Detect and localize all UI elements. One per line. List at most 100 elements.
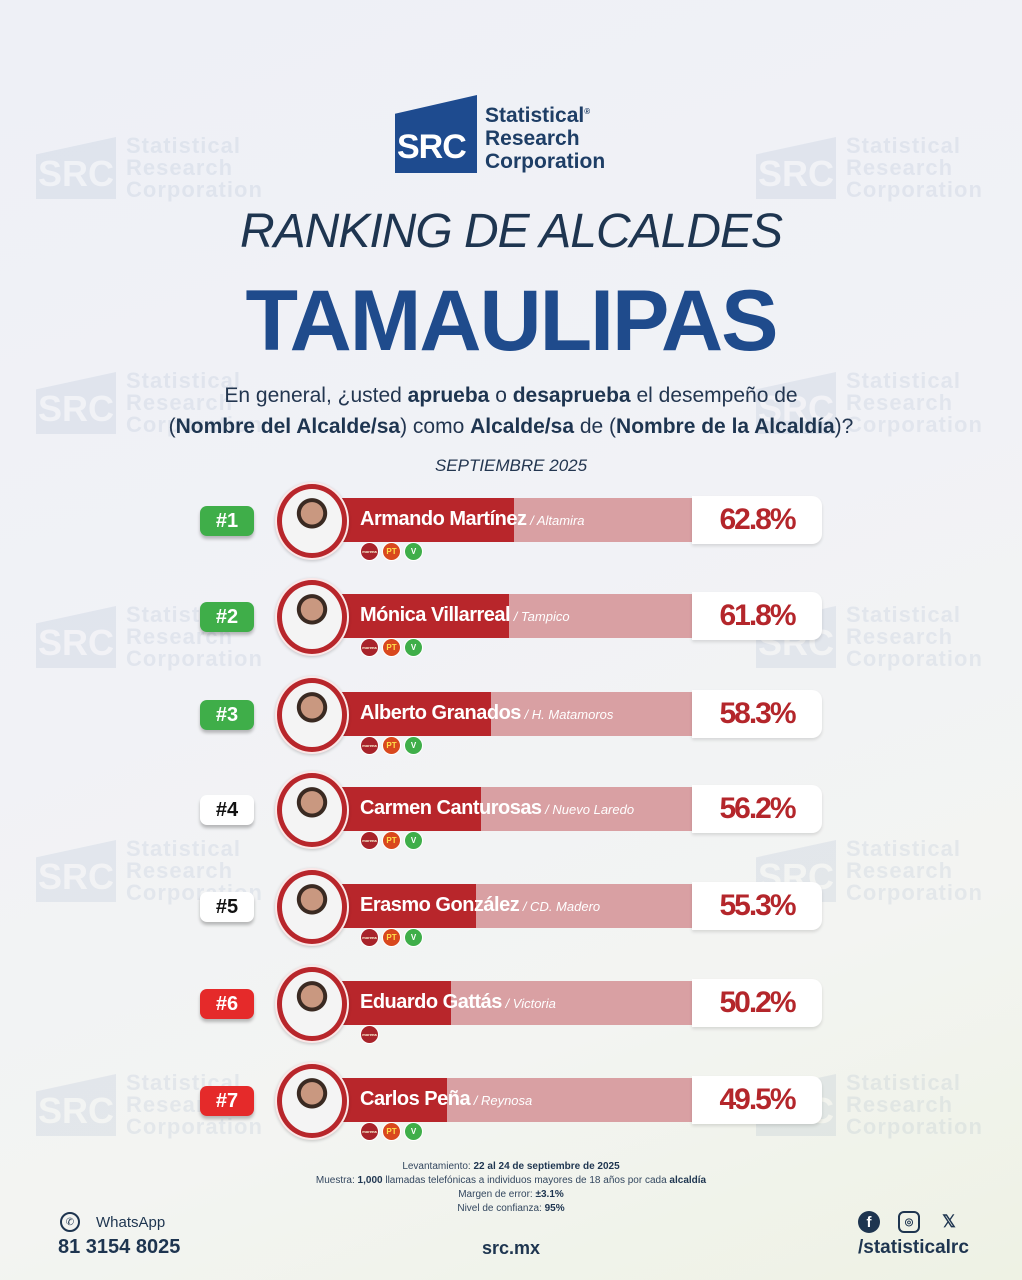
- social-handle[interactable]: /statisticalrc: [858, 1237, 969, 1258]
- avatar: [275, 868, 349, 946]
- ranking-row: #2 Mónica Villarreal / Tampico morena PT V…: [0, 578, 1022, 658]
- rank-badge: #6: [200, 989, 254, 1019]
- ranking-row: #4 Carmen Canturosas / Nuevo Laredo more…: [0, 771, 1022, 851]
- approval-bar-fill: [340, 787, 481, 831]
- party-morena-icon: morena: [360, 638, 379, 657]
- approval-percentage: 58.3%: [692, 690, 822, 738]
- approval-bar-track: [340, 692, 692, 736]
- approval-bar-fill: [340, 594, 509, 638]
- rank-badge: #5: [200, 892, 254, 922]
- whatsapp-icon: ✆: [60, 1212, 80, 1232]
- phone-number[interactable]: 81 3154 8025: [58, 1236, 181, 1258]
- avatar: [275, 676, 349, 754]
- mayor-name: Mónica Villarreal / Tampico: [360, 604, 570, 626]
- approval-percentage: 56.2%: [692, 785, 822, 833]
- approval-bar-track: [340, 981, 692, 1025]
- party-morena-icon: morena: [360, 1122, 379, 1141]
- social-icons: f ◎ 𝕏: [858, 1211, 960, 1233]
- mayor-photo: [282, 972, 342, 1036]
- whatsapp-contact[interactable]: ✆ WhatsApp: [60, 1212, 165, 1232]
- rank-badge: #3: [200, 700, 254, 730]
- mayor-photo: [282, 683, 342, 747]
- party-pt-icon: PT: [382, 542, 401, 561]
- mayor-name: Alberto Granados / H. Matamoros: [360, 702, 614, 724]
- party-pt-icon: PT: [382, 1122, 401, 1141]
- city: / Altamira: [526, 513, 585, 528]
- approval-bar-fill: [340, 981, 451, 1025]
- party-logos: morena PT V: [360, 542, 423, 561]
- party-verde-icon: V: [404, 638, 423, 657]
- approval-bar-fill: [340, 498, 514, 542]
- avatar: [275, 771, 349, 849]
- party-logos: morena PT V: [360, 736, 423, 755]
- title-ranking: RANKING DE ALCALDES: [239, 205, 783, 258]
- mayor-name: Eduardo Gattás / Victoria: [360, 991, 556, 1013]
- approval-bar-track: [340, 884, 692, 928]
- approval-bar-track: [340, 498, 692, 542]
- avatar: [275, 965, 349, 1043]
- city: / Reynosa: [470, 1093, 533, 1108]
- approval-bar-fill: [340, 1078, 447, 1122]
- party-logos: morena PT V: [360, 638, 423, 657]
- methodology-notes: Levantamiento: 22 al 24 de septiembre de…: [315, 1161, 707, 1214]
- rank-badge: #1: [200, 506, 254, 536]
- rank-badge: #4: [200, 795, 254, 825]
- ranking-row: #6 Eduardo Gattás / Victoria morena 50.2…: [0, 965, 1022, 1045]
- avatar: [275, 1062, 349, 1140]
- party-pt-icon: PT: [382, 831, 401, 850]
- party-verde-icon: V: [404, 1122, 423, 1141]
- mayor-name: Carmen Canturosas / Nuevo Laredo: [360, 797, 635, 819]
- rank-badge: #2: [200, 602, 254, 632]
- party-verde-icon: V: [404, 736, 423, 755]
- party-pt-icon: PT: [382, 928, 401, 947]
- approval-percentage: 50.2%: [692, 979, 822, 1027]
- instagram-icon[interactable]: ◎: [898, 1211, 920, 1233]
- mayor-name: Erasmo González / CD. Madero: [360, 894, 601, 916]
- website-link[interactable]: src.mx: [481, 1238, 541, 1258]
- party-pt-icon: PT: [382, 736, 401, 755]
- mayor-photo: [282, 585, 342, 649]
- ranking-row: #5 Erasmo González / CD. Madero morena PT…: [0, 868, 1022, 948]
- mayor-photo: [282, 875, 342, 939]
- city: / CD. Madero: [519, 899, 601, 914]
- ranking-row: #1 Armando Martínez / Altamira morena PT V…: [0, 482, 1022, 562]
- party-morena-icon: morena: [360, 928, 379, 947]
- city: / Victoria: [501, 996, 556, 1011]
- rank-badge: #7: [200, 1086, 254, 1116]
- party-pt-icon: PT: [382, 638, 401, 657]
- mayor-photo: [282, 489, 342, 553]
- x-icon[interactable]: 𝕏: [942, 1212, 956, 1231]
- approval-percentage: 55.3%: [692, 882, 822, 930]
- facebook-icon[interactable]: f: [858, 1211, 880, 1233]
- approval-bar-fill: [340, 884, 476, 928]
- src-logo-icon: SRC: [395, 95, 477, 173]
- party-morena-icon: morena: [360, 831, 379, 850]
- approval-percentage: 49.5%: [692, 1076, 822, 1124]
- party-logos: morena PT V: [360, 928, 423, 947]
- mayor-photo: [282, 778, 342, 842]
- approval-bar-track: [340, 1078, 692, 1122]
- ranking-row: #3 Alberto Granados / H. Matamoros moren…: [0, 676, 1022, 756]
- party-logos: morena PT V: [360, 831, 423, 850]
- party-morena-icon: morena: [360, 542, 379, 561]
- party-verde-icon: V: [404, 542, 423, 561]
- approval-percentage: 61.8%: [692, 592, 822, 640]
- brand-name: Statistical® Research Corporation: [485, 104, 606, 173]
- party-verde-icon: V: [404, 831, 423, 850]
- party-morena-icon: morena: [360, 1025, 379, 1044]
- approval-bar-track: [340, 594, 692, 638]
- approval-bar-track: [340, 787, 692, 831]
- mayor-name: Carlos Peña / Reynosa: [360, 1088, 533, 1110]
- city: / Tampico: [510, 609, 570, 624]
- mayor-photo: [282, 1069, 342, 1133]
- city: / Nuevo Laredo: [541, 802, 635, 817]
- party-morena-icon: morena: [360, 736, 379, 755]
- survey-date: SEPTIEMBRE 2025: [434, 456, 588, 475]
- title-state: TAMAULIPAS: [245, 273, 779, 369]
- party-verde-icon: V: [404, 928, 423, 947]
- avatar: [275, 482, 349, 560]
- ranking-row: #7 Carlos Peña / Reynosa morena PT V 49.5%: [0, 1062, 1022, 1142]
- approval-bar-fill: [340, 692, 491, 736]
